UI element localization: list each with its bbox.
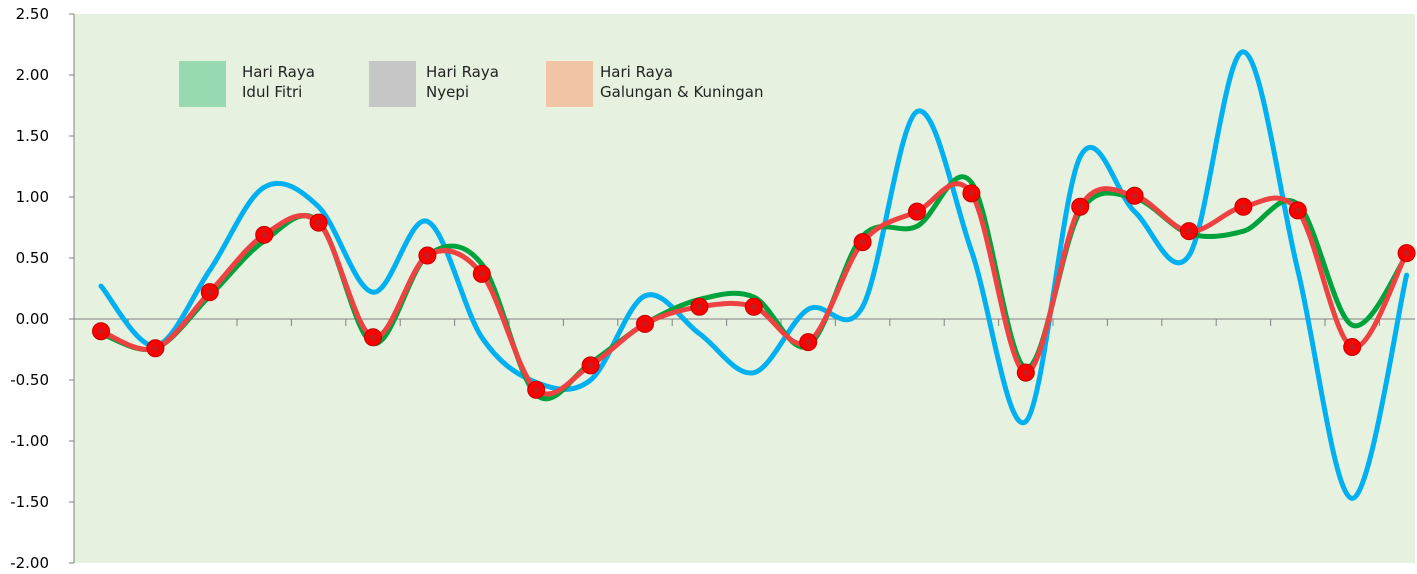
series-layer [92,49,1416,501]
series-3-point-center [587,362,594,369]
series-1-line [98,49,1410,501]
series-3-point-center [1185,227,1193,235]
legend-label-line2: Nyepi [426,83,469,101]
legend-swatch [179,61,226,107]
y-tick-label: -1.50 [10,493,49,511]
series-3-point-center [1077,203,1084,210]
series-3-point-center [1349,343,1356,351]
y-tick-label: 2.00 [16,66,49,84]
y-tick-label: -1.00 [10,432,49,450]
y-tick-label: 2.50 [16,5,49,23]
y-tick-label: 1.00 [16,188,49,206]
legend-label-line1: Hari Raya [600,63,673,81]
legend-label-line2: Idul Fitri [242,83,302,101]
series-3-point-center [533,386,540,393]
series-3-point-center [478,270,485,278]
y-tick-label: 0.50 [16,249,49,267]
series-3-point-center [1240,203,1247,210]
series-3-point-center [750,303,757,310]
series-3-point-center [859,238,866,246]
series-3-point-center [1294,207,1302,214]
series-3-point-center [1403,249,1410,257]
y-tick-label: -2.00 [10,554,49,572]
series-3-point-center [261,231,268,239]
series-3-point-center [369,334,377,341]
series-3-point-center [641,320,649,328]
legend-swatch [369,61,416,107]
y-tick-label: -0.50 [10,371,49,389]
series-3-point-center [206,288,213,296]
legend: Hari Raya Idul Fitri Hari Raya Nyepi Hari Ra… [179,61,763,107]
series-3 [92,181,1416,399]
series-3-point-center [315,219,322,226]
series-3-point-center [152,345,159,352]
series-1 [98,49,1410,501]
series-3-point-center [968,190,975,197]
y-axis: 2.50 2.00 1.50 1.00 0.50 0.00 -0.50 -1.00 -1.50 -… [10,5,75,572]
series-3-point-center [1131,192,1138,199]
series-3-point-center [805,338,812,346]
series-3-point-center [696,303,703,310]
series-3-point-center [424,252,431,259]
y-tick-label: 1.50 [16,127,49,145]
series-3-point-center [97,328,105,335]
series-3-point-center [913,208,921,215]
legend-label-line1: Hari Raya [426,63,499,81]
y-tick-label: 0.00 [16,310,49,328]
plot-area [74,14,1415,563]
series-3-point-center [1022,369,1029,376]
legend-swatch [546,61,593,107]
legend-label-line1: Hari Raya [242,63,315,81]
legend-label-line2: Galungan & Kuningan [600,83,763,101]
